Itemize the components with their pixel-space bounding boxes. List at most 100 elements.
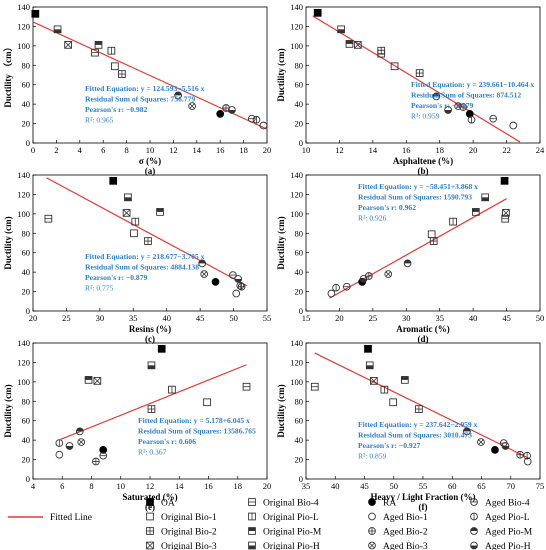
data-point	[403, 259, 412, 268]
data-point	[77, 438, 86, 446]
x-tick-label: 45	[196, 313, 205, 323]
y-tick-label: 60	[295, 248, 304, 258]
legend-fitted-line-label: Fitted Line	[50, 513, 92, 523]
legend-label: Original Bio-1	[161, 513, 217, 523]
panel-label: (f)	[419, 502, 428, 512]
y-tick-label: 100	[17, 41, 30, 51]
y-tick-label: 120	[290, 21, 303, 31]
x-tick-label: 30	[96, 313, 105, 323]
fit-annotation: Fitted Equation: y = 124.593−5.516 x Resi…	[85, 84, 205, 125]
x-tick-label: 20	[263, 481, 272, 491]
x-axis-label: Saturated (%)	[122, 492, 177, 502]
legend-label: Original Bio-3	[161, 542, 217, 550]
y-tick-label: 60	[22, 416, 31, 426]
data-point	[247, 114, 256, 123]
residual-sum-of-squares: Residual Sum of Squares: 13586.765	[138, 427, 256, 436]
data-point	[337, 25, 345, 34]
x-tick-label: 12	[169, 145, 178, 155]
data-point	[501, 442, 510, 450]
legend-marker	[470, 498, 478, 506]
plot-frame	[305, 6, 541, 144]
x-tick-label: 20	[335, 313, 344, 323]
legend-label: Aged Bio-2	[383, 527, 428, 537]
x-tick-label: 50	[536, 313, 545, 323]
data-point	[124, 193, 132, 202]
x-tick-label: 14	[193, 145, 202, 155]
data-point	[93, 377, 102, 385]
data-point	[109, 176, 118, 185]
x-tick-label: 65	[477, 481, 486, 491]
data-point	[380, 385, 389, 394]
panel-c: 20 25 30 35 40 45 50 55020406080100120140Resins…	[3, 170, 271, 344]
legend-label: RA	[383, 498, 396, 508]
data-point	[509, 121, 518, 130]
y-tick-label: 0	[26, 138, 30, 148]
legend-marker	[248, 498, 256, 506]
data-point	[99, 446, 108, 454]
legend-marker	[368, 527, 376, 535]
data-point	[144, 237, 152, 245]
y-tick-label: 20	[295, 287, 304, 297]
data-point	[44, 214, 53, 223]
y-tick-label: 20	[22, 287, 31, 297]
data-point	[342, 282, 351, 291]
data-point	[471, 208, 480, 216]
data-point	[459, 103, 467, 111]
y-axis-label: Ductility (cm)	[3, 216, 13, 269]
legend-marker	[368, 498, 376, 506]
legend-label: Aged Pio-L	[485, 513, 530, 523]
pearson-r: Pearson's r: −0.979	[411, 101, 474, 110]
y-tick-label: 0	[299, 306, 303, 316]
x-tick-label: 0	[31, 145, 35, 155]
data-point	[64, 41, 72, 49]
data-point	[237, 282, 246, 291]
x-tick-label: 18	[435, 145, 444, 155]
data-point	[449, 217, 457, 226]
y-tick-label: 80	[22, 228, 31, 238]
y-axis-label: Ductility (cm)	[276, 384, 286, 437]
y-tick-label: 120	[17, 21, 30, 31]
y-tick-label: 100	[17, 377, 30, 387]
data-point	[500, 176, 509, 185]
x-tick-label: 6	[101, 145, 105, 155]
data-point	[53, 25, 62, 34]
x-tick-label: 50	[390, 481, 399, 491]
x-axis-label: Heavy / Light Fraction (%)	[371, 492, 476, 502]
x-tick-label: 10	[117, 481, 126, 491]
y-tick-label: 20	[22, 119, 31, 129]
x-tick-label: 20	[469, 145, 478, 155]
fitted-line	[312, 15, 521, 143]
data-point	[156, 208, 164, 216]
data-point	[444, 106, 452, 114]
y-tick-label: 100	[17, 209, 30, 219]
x-tick-label: 6	[60, 481, 64, 491]
pearson-r: Pearson's r: −0.982	[85, 105, 148, 114]
legend-marker	[470, 527, 478, 535]
x-tick-label: 45	[502, 313, 511, 323]
y-tick-label: 40	[22, 267, 31, 277]
x-tick-label: 2	[54, 145, 58, 155]
legend-marker	[146, 512, 154, 521]
data-point	[465, 110, 474, 118]
y-tick-label: 60	[295, 416, 304, 426]
panel-label: (c)	[145, 334, 155, 344]
legend-label: OA	[161, 498, 175, 508]
x-tick-label: 40	[469, 313, 478, 323]
data-point	[491, 446, 499, 454]
fit-annotation: Fitted Equation: y = 5.178+6.045 x Residu…	[138, 416, 256, 457]
x-tick-label: 20	[29, 313, 38, 323]
y-tick-label: 60	[22, 80, 31, 90]
panel-e: 4 6 8 10 12 14 16 18 20 0 20 40 60 80 100 120 140 Saturat…	[3, 338, 271, 512]
legend-label: Original Pio-M	[263, 527, 322, 537]
x-tick-label: 18	[239, 145, 248, 155]
panel-label: (b)	[418, 166, 429, 176]
x-tick-label: 16	[204, 481, 213, 491]
x-tick-label: 10	[302, 145, 311, 155]
x-tick-label: 35	[129, 313, 138, 323]
residual-sum-of-squares: Residual Sum of Squares: 1590.793	[358, 193, 472, 202]
legend-marker	[146, 541, 154, 550]
data-point	[467, 115, 476, 124]
x-tick-label: 15	[302, 313, 311, 323]
data-point	[122, 209, 131, 217]
x-tick-label: 4	[31, 481, 36, 491]
